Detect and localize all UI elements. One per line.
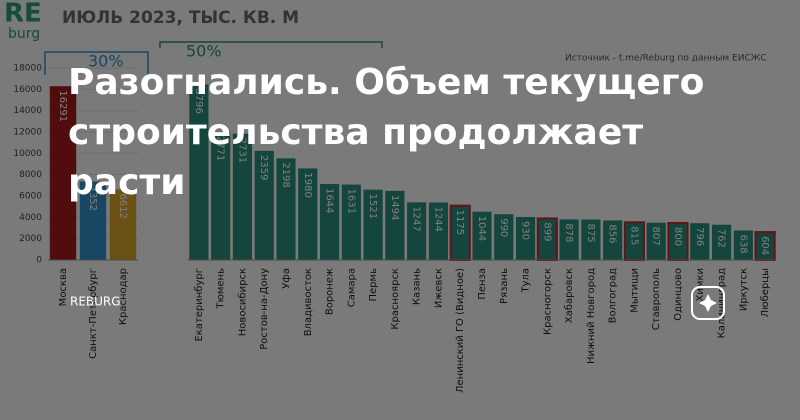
icon-button[interactable] <box>691 286 725 320</box>
sparkle-icon <box>699 294 717 312</box>
headline: расти <box>68 162 186 203</box>
headline: Разогнались. Объем текущего <box>68 62 704 103</box>
headline: строительства продолжает <box>68 112 643 153</box>
brand[interactable]: REBURG <box>70 295 121 309</box>
